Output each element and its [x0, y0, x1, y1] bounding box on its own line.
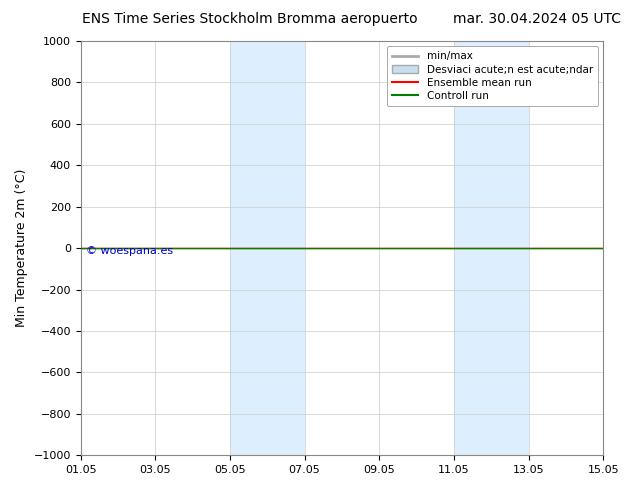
Y-axis label: Min Temperature 2m (°C): Min Temperature 2m (°C)	[15, 169, 28, 327]
Text: © woespana.es: © woespana.es	[86, 246, 173, 256]
Text: mar. 30.04.2024 05 UTC: mar. 30.04.2024 05 UTC	[453, 12, 621, 26]
Bar	[230, 41, 304, 455]
Text: ENS Time Series Stockholm Bromma aeropuerto: ENS Time Series Stockholm Bromma aeropue…	[82, 12, 418, 26]
Legend: min/max, Desviaci acute;n est acute;ndar, Ensemble mean run, Controll run: min/max, Desviaci acute;n est acute;ndar…	[387, 46, 598, 106]
Bar	[454, 41, 529, 455]
